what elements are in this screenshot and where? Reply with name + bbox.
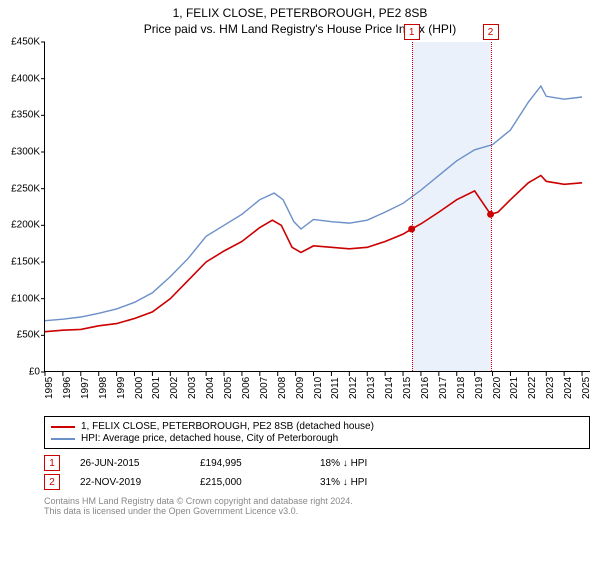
marker-label-2: 2 — [483, 24, 499, 40]
legend-item: 1, FELIX CLOSE, PETERBOROUGH, PE2 8SB (d… — [51, 421, 583, 432]
marker-date: 26-JUN-2015 — [80, 458, 180, 469]
marker-date: 22-NOV-2019 — [80, 477, 180, 488]
x-tick: 2001 — [151, 377, 162, 399]
y-tick: £150K — [0, 257, 40, 268]
marker-vline-2 — [491, 42, 492, 371]
marker-vline-1 — [412, 42, 413, 371]
legend-swatch — [51, 426, 75, 428]
x-tick: 2024 — [563, 377, 574, 399]
x-tick: 2015 — [402, 377, 413, 399]
marker-price: £194,995 — [200, 458, 300, 469]
x-tick: 2004 — [205, 377, 216, 399]
footer-line2: This data is licensed under the Open Gov… — [44, 506, 590, 516]
legend-label: HPI: Average price, detached house, City… — [81, 433, 338, 444]
x-tick: 1997 — [80, 377, 91, 399]
y-tick: £300K — [0, 147, 40, 158]
x-tick: 2013 — [366, 377, 377, 399]
chart-svg — [45, 42, 591, 372]
y-tick: £350K — [0, 110, 40, 121]
legend-swatch — [51, 438, 75, 440]
x-tick: 2022 — [527, 377, 538, 399]
legend: 1, FELIX CLOSE, PETERBOROUGH, PE2 8SB (d… — [44, 416, 590, 449]
x-tick: 2000 — [134, 377, 145, 399]
legend-item: HPI: Average price, detached house, City… — [51, 433, 583, 444]
page-title: 1, FELIX CLOSE, PETERBOROUGH, PE2 8SB — [0, 6, 600, 20]
page-subtitle: Price paid vs. HM Land Registry's House … — [0, 22, 600, 36]
x-tick: 2014 — [384, 377, 395, 399]
x-tick: 2009 — [295, 377, 306, 399]
y-tick: £0 — [0, 367, 40, 378]
x-tick: 2003 — [187, 377, 198, 399]
marker-table-row: 2 22-NOV-2019 £215,000 31% ↓ HPI — [44, 474, 590, 490]
x-tick: 2016 — [420, 377, 431, 399]
plot-area: 12 — [44, 42, 590, 372]
footer-line1: Contains HM Land Registry data © Crown c… — [44, 496, 590, 506]
footer: Contains HM Land Registry data © Crown c… — [44, 496, 590, 516]
x-tick: 2007 — [259, 377, 270, 399]
marker-pct: 18% ↓ HPI — [320, 458, 367, 469]
x-tick: 2002 — [169, 377, 180, 399]
x-tick: 1999 — [116, 377, 127, 399]
x-tick: 1998 — [98, 377, 109, 399]
y-tick: £200K — [0, 220, 40, 231]
y-tick: £450K — [0, 37, 40, 48]
x-tick: 2017 — [438, 377, 449, 399]
x-tick: 2006 — [241, 377, 252, 399]
series-hpi — [45, 86, 582, 321]
x-tick: 2018 — [456, 377, 467, 399]
y-tick: £250K — [0, 183, 40, 194]
marker-pct: 31% ↓ HPI — [320, 477, 367, 488]
x-tick: 2011 — [330, 377, 341, 399]
marker-table: 1 26-JUN-2015 £194,995 18% ↓ HPI 2 22-NOV-201… — [44, 455, 590, 490]
marker-price: £215,000 — [200, 477, 300, 488]
y-axis: £0£50K£100K£150K£200K£250K£300K£350K£400… — [0, 42, 42, 372]
marker-table-row: 1 26-JUN-2015 £194,995 18% ↓ HPI — [44, 455, 590, 471]
x-tick: 1996 — [62, 377, 73, 399]
marker-id-box: 2 — [44, 474, 60, 490]
x-tick: 2019 — [474, 377, 485, 399]
x-tick: 2012 — [348, 377, 359, 399]
y-tick: £50K — [0, 330, 40, 341]
x-tick: 1995 — [44, 377, 55, 399]
x-tick: 2025 — [581, 377, 592, 399]
y-tick: £100K — [0, 293, 40, 304]
y-tick: £400K — [0, 73, 40, 84]
marker-id-box: 1 — [44, 455, 60, 471]
x-tick: 2021 — [509, 377, 520, 399]
x-tick: 2008 — [277, 377, 288, 399]
x-axis: 1995 1996 1997 1998 1999 2000 2001 2002 2003 2004… — [44, 372, 590, 408]
x-tick: 2005 — [223, 377, 234, 399]
x-tick: 2020 — [492, 377, 503, 399]
legend-label: 1, FELIX CLOSE, PETERBOROUGH, PE2 8SB (d… — [81, 421, 374, 432]
series-price_paid — [45, 175, 582, 331]
chart: 12 £0£50K£100K£150K£200K£250K£300K£350K£… — [44, 42, 590, 372]
x-tick: 2010 — [313, 377, 324, 399]
x-tick: 2023 — [545, 377, 556, 399]
marker-label-1: 1 — [404, 24, 420, 40]
